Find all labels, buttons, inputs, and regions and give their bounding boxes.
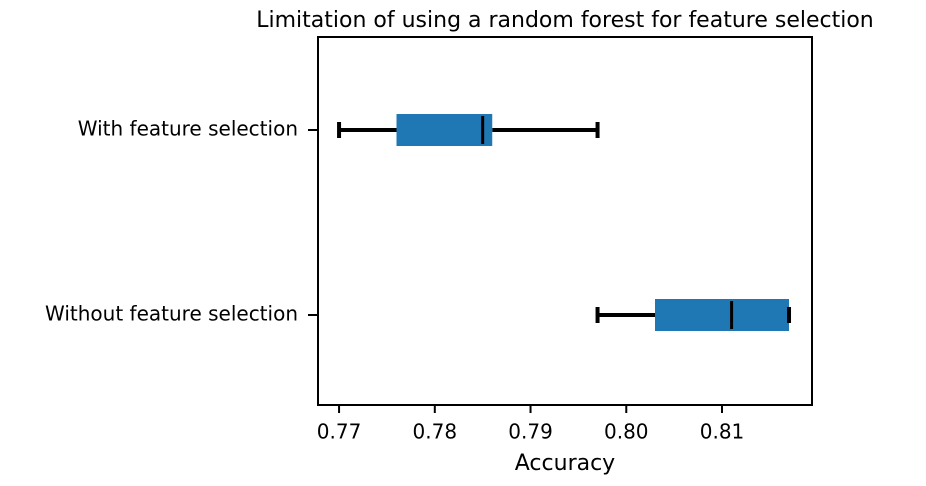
x-tick-label: 0.78 [413,420,458,444]
x-tick-label: 0.80 [604,420,649,444]
x-tick-label: 0.79 [508,420,553,444]
y-tick-label: With feature selection [78,117,298,141]
box [396,114,493,146]
y-tick-label: Without feature selection [45,302,298,326]
box [654,299,790,331]
chart-title: Limitation of using a random forest for … [256,8,874,33]
x-axis-label: Accuracy [515,451,615,476]
x-tick-label: 0.81 [700,420,745,444]
plot-frame [317,36,813,406]
x-tick-label: 0.77 [317,420,362,444]
